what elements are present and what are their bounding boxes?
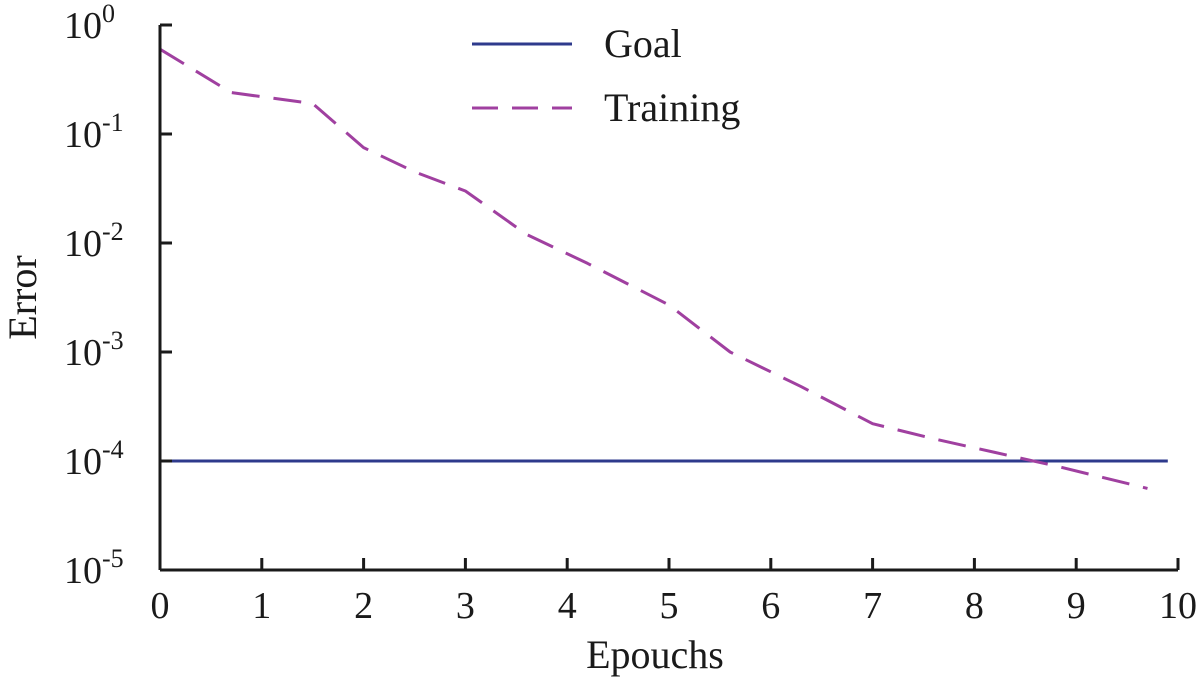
x-tick-label: 5 <box>660 585 679 627</box>
x-axis-title: Epouchs <box>586 632 724 677</box>
y-tick-label: 10-4 <box>64 435 124 483</box>
x-tick-label: 2 <box>354 585 373 627</box>
legend-label-training: Training <box>604 85 740 130</box>
y-tick-label: 10-2 <box>64 217 124 265</box>
x-tick-label: 9 <box>1067 585 1086 627</box>
y-axis-title: Error <box>0 255 45 339</box>
legend: Goal Training <box>472 21 740 130</box>
x-tick-label: 4 <box>558 585 577 627</box>
x-tick-label: 1 <box>252 585 271 627</box>
y-tick-label: 10-5 <box>64 544 124 592</box>
x-tick-label: 3 <box>456 585 475 627</box>
x-tick-label: 8 <box>965 585 984 627</box>
series-line-training <box>159 47 1148 490</box>
x-tick-label: 0 <box>151 585 170 627</box>
y-tick-label: 10-3 <box>64 326 124 374</box>
x-tick-label: 7 <box>863 585 882 627</box>
x-tick-label: 6 <box>761 585 780 627</box>
x-tick-label: 10 <box>1159 585 1197 627</box>
y-tick-label: 10-1 <box>64 108 124 156</box>
legend-label-goal: Goal <box>604 21 682 66</box>
y-tick-label: 100 <box>64 0 115 47</box>
